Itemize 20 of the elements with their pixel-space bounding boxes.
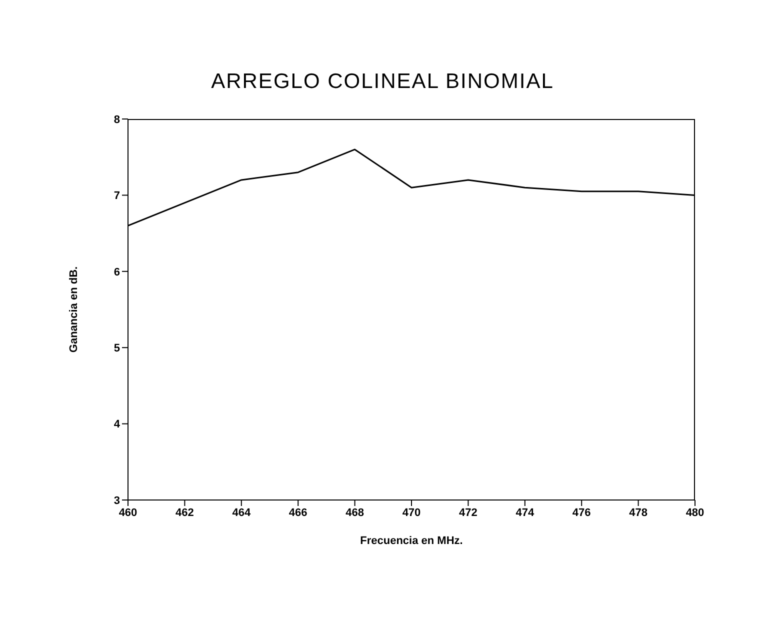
x-tick-label: 462 bbox=[176, 506, 194, 519]
x-tick-label: 460 bbox=[118, 506, 138, 519]
x-tick-label: 466 bbox=[288, 506, 308, 519]
y-tick-label: 5 bbox=[114, 342, 120, 355]
y-tick-label: 7 bbox=[114, 190, 120, 202]
x-tick-label: 478 bbox=[629, 506, 648, 519]
x-tick-label: 464 bbox=[232, 506, 252, 519]
x-tick-label: 470 bbox=[402, 506, 421, 519]
x-tick-label: 474 bbox=[516, 506, 535, 519]
chart-title: ARREGLO COLINEAL BINOMIAL bbox=[210, 70, 555, 94]
x-tick-label: 472 bbox=[459, 506, 478, 519]
y-tick-label: 6 bbox=[114, 266, 120, 278]
x-tick-label: 480 bbox=[686, 506, 704, 519]
x-tick-label: 476 bbox=[572, 506, 591, 519]
x-tick-label: 468 bbox=[346, 506, 364, 519]
y-tick-label: 3 bbox=[114, 494, 120, 507]
y-tick-label: 4 bbox=[114, 418, 121, 431]
x-axis-title: Frecuencia en MHz. bbox=[360, 534, 463, 547]
y-tick-label: 8 bbox=[114, 114, 120, 126]
y-axis-title: Ganancia en dB. bbox=[68, 266, 80, 353]
